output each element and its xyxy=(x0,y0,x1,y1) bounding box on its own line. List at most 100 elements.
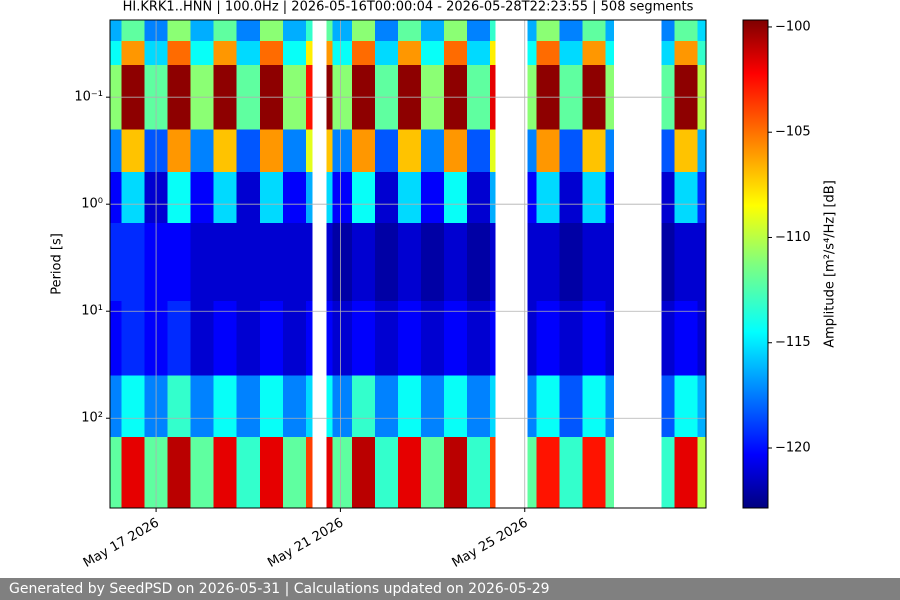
heatmap-cell xyxy=(398,20,422,42)
heatmap-cell xyxy=(490,20,496,42)
heatmap-cell xyxy=(467,129,491,172)
heatmap-cell xyxy=(527,41,537,65)
colorbar-tick-label: −100 xyxy=(775,19,811,34)
plot-frame xyxy=(109,19,707,509)
colorbar-tick-label: −115 xyxy=(775,335,811,350)
heatmap-cell xyxy=(536,300,560,376)
heatmap-cell xyxy=(167,437,191,508)
heatmap-cell xyxy=(326,129,333,172)
heatmap-cell xyxy=(236,129,260,172)
chart-title: HI.KRK1..HNN | 100.0Hz | 2026-05-16T00:0… xyxy=(123,0,694,15)
heatmap-cell xyxy=(121,437,145,508)
heatmap-cell xyxy=(351,437,375,508)
heatmap-cell xyxy=(374,20,399,42)
heatmap-cell xyxy=(259,300,283,376)
heatmap-cell xyxy=(259,437,283,508)
heatmap-cell xyxy=(661,300,675,376)
heatmap-cell xyxy=(536,20,560,42)
heatmap-cell xyxy=(259,375,283,438)
heatmap-cell xyxy=(305,300,313,376)
heatmap-cell xyxy=(213,41,237,65)
heatmap-cell xyxy=(190,437,214,508)
heatmap-cell xyxy=(236,375,260,438)
heatmap-cell xyxy=(305,437,313,508)
heatmap-cell xyxy=(332,41,352,65)
heatmap-cell xyxy=(121,375,145,438)
heatmap-cell xyxy=(305,41,313,65)
heatmap-cell xyxy=(605,171,614,224)
heatmap-cell xyxy=(167,171,191,224)
heatmap-cell xyxy=(213,171,237,224)
heatmap-cell xyxy=(282,300,306,376)
heatmap-cell xyxy=(490,223,496,301)
heatmap-cell xyxy=(559,300,583,376)
heatmap-cell xyxy=(605,223,614,301)
heatmap-cell xyxy=(527,171,537,224)
heatmap-cell xyxy=(332,437,352,508)
heatmap-cell xyxy=(444,437,468,508)
heatmap-cell xyxy=(109,20,122,42)
heatmap-cell xyxy=(490,171,496,224)
heatmap-cell xyxy=(444,41,468,65)
heatmap-cell xyxy=(109,129,122,172)
heatmap-cell xyxy=(527,300,537,376)
heatmap-cell xyxy=(326,41,333,65)
heatmap-cell xyxy=(467,20,491,42)
heatmap-cell xyxy=(259,129,283,172)
heatmap-cell xyxy=(697,171,707,224)
heatmap-cell xyxy=(305,171,313,224)
heatmap-cell xyxy=(332,375,352,438)
heatmap-cell xyxy=(282,129,306,172)
heatmap-cell xyxy=(697,375,707,438)
heatmap-cell xyxy=(374,223,399,301)
heatmap-cell xyxy=(559,375,583,438)
heatmap-cell xyxy=(213,375,237,438)
heatmap-cell xyxy=(527,437,537,508)
heatmap-cell xyxy=(259,41,283,65)
colorbar-tick-label: −120 xyxy=(775,441,811,456)
heatmap-cell xyxy=(527,223,537,301)
x-tick-label: May 21 2026 xyxy=(265,516,346,571)
heatmap-cell xyxy=(398,223,422,301)
heatmap-cell xyxy=(236,437,260,508)
heatmap-cell xyxy=(467,223,491,301)
heatmap-cell xyxy=(109,223,122,301)
heatmap-cell xyxy=(326,20,333,42)
heatmap-cell xyxy=(559,171,583,224)
heatmap-cell xyxy=(190,171,214,224)
heatmap-cell xyxy=(190,20,214,42)
heatmap-cell xyxy=(674,41,698,65)
heatmap-cell xyxy=(190,375,214,438)
heatmap-cell xyxy=(559,41,583,65)
colorbar-tick-label: −110 xyxy=(775,230,811,245)
colorbar-label: Amplitude [m²/s⁴/Hz] [dB] xyxy=(823,180,838,348)
heatmap-cell xyxy=(490,437,496,508)
heatmap-cell xyxy=(305,129,313,172)
heatmap-cell xyxy=(282,171,306,224)
heatmap-cell xyxy=(490,300,496,376)
heatmap-cell xyxy=(536,375,560,438)
heatmap-cell xyxy=(109,171,122,224)
colorbar-tick-label: −105 xyxy=(775,125,811,140)
heatmap-cell xyxy=(605,129,614,172)
heatmap-cell xyxy=(527,20,537,42)
heatmap-cell xyxy=(674,375,698,438)
heatmap-cell xyxy=(605,300,614,376)
heatmap-cell xyxy=(398,41,422,65)
heatmap-cell xyxy=(374,300,399,376)
heatmap-cell xyxy=(121,223,145,301)
heatmap-cell xyxy=(490,41,496,65)
heatmap-cell xyxy=(236,300,260,376)
heatmap-cell xyxy=(351,375,375,438)
heatmap-cell xyxy=(236,171,260,224)
heatmap-cell xyxy=(326,223,333,301)
heatmap-cell xyxy=(332,223,352,301)
heatmap-cell xyxy=(213,20,237,42)
heatmap-cell xyxy=(697,129,707,172)
heatmap-cell xyxy=(582,375,606,438)
heatmap-cell xyxy=(190,300,214,376)
heatmap-cell xyxy=(697,41,707,65)
heatmap-cell xyxy=(259,223,283,301)
heatmap-cell xyxy=(421,300,445,376)
